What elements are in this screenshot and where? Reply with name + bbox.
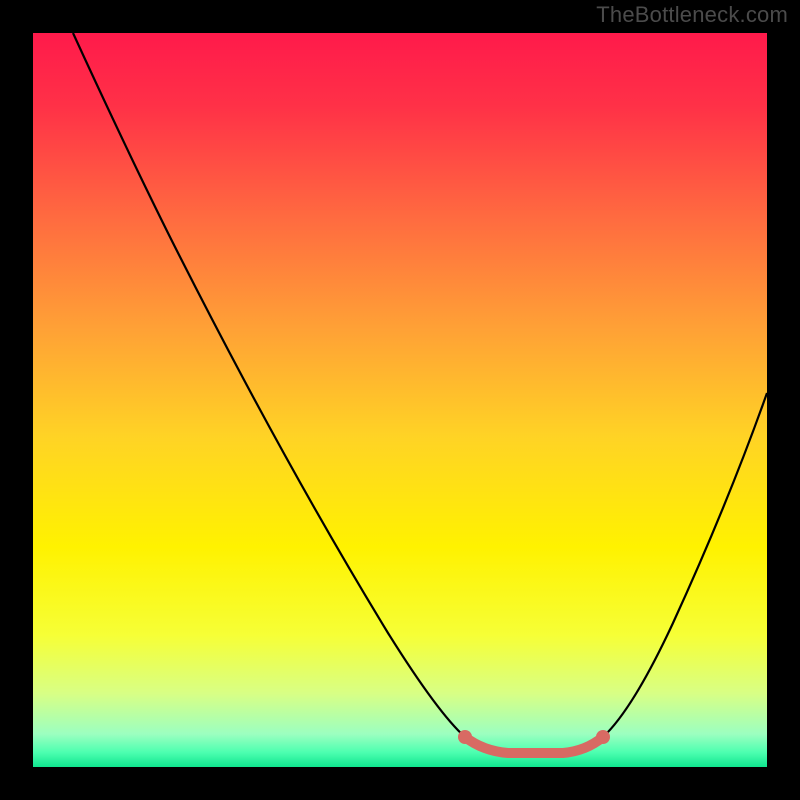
highlight-end-dot [596, 730, 610, 744]
plot-area [33, 33, 767, 767]
plot-svg [33, 33, 767, 767]
chart-container: TheBottleneck.com [0, 0, 800, 800]
watermark-text: TheBottleneck.com [596, 2, 788, 28]
highlight-start-dot [458, 730, 472, 744]
